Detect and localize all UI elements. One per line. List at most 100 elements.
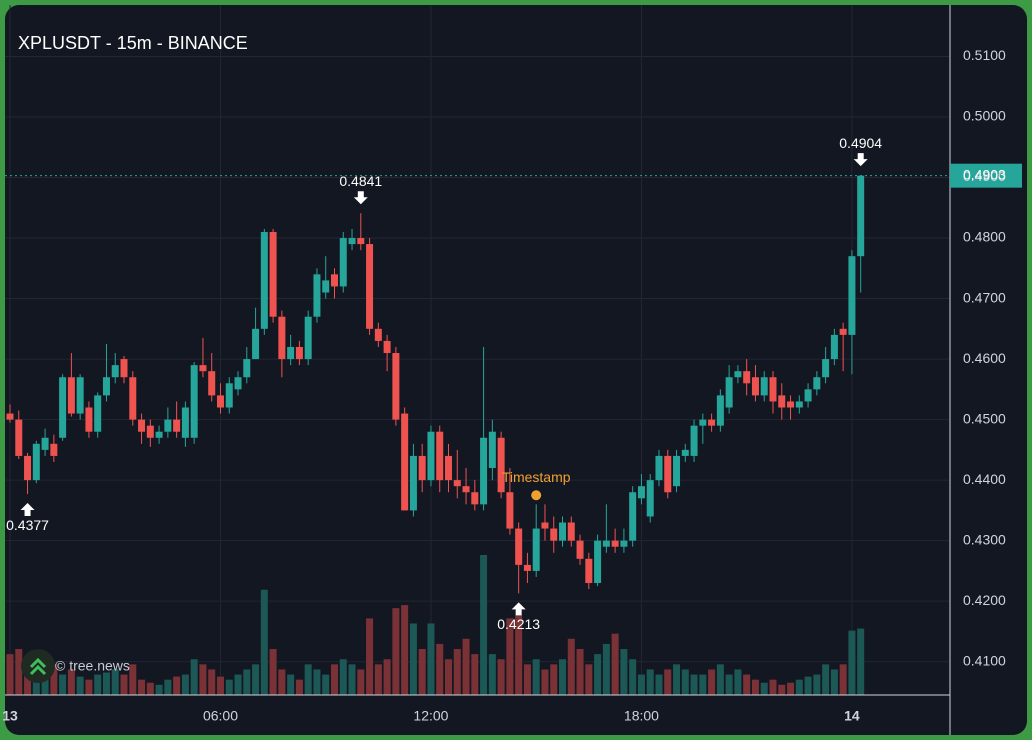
volume-bar <box>6 654 14 695</box>
volume-bar <box>813 674 821 695</box>
candle-body <box>611 540 619 547</box>
candle-body <box>532 528 540 571</box>
candle-body <box>822 359 830 378</box>
candle-body <box>760 377 768 396</box>
volume-bar <box>102 672 110 695</box>
last-price-label: 0.4903 <box>963 166 1006 182</box>
candle-body <box>681 449 689 456</box>
volume-bar <box>41 672 49 695</box>
y-tick-label: 0.4400 <box>963 471 1006 487</box>
candle-body <box>445 455 452 481</box>
candle-body <box>313 274 321 317</box>
candle-body <box>453 480 461 487</box>
volume-bar <box>681 669 689 695</box>
volume-bar <box>24 669 32 695</box>
candle-body <box>155 431 163 438</box>
marker-arrow <box>20 503 35 517</box>
volume-bar <box>278 669 286 695</box>
candle-body <box>366 244 374 329</box>
volume-bar <box>181 674 189 695</box>
candle-body <box>102 377 110 396</box>
candle-body <box>374 328 382 341</box>
volume-bar <box>795 679 803 695</box>
marker-label: 0.4213 <box>497 616 540 632</box>
volume-bar <box>690 674 698 695</box>
volume-bar <box>585 664 593 695</box>
y-tick-label: 0.4600 <box>963 350 1006 366</box>
volume-bar <box>366 618 374 695</box>
marker-label: 0.4377 <box>6 517 49 533</box>
y-tick-label: 0.4700 <box>963 289 1006 305</box>
candle-body <box>330 274 338 287</box>
volume-bar <box>488 654 496 695</box>
candle-body <box>708 419 716 426</box>
chart-title: XPLUSDT - 15m - BINANCE <box>18 33 248 53</box>
candle-body <box>322 280 330 293</box>
volume-bar <box>655 674 663 695</box>
volume-bar <box>848 630 856 695</box>
volume-bar <box>243 669 251 695</box>
candle-body <box>725 377 733 408</box>
volume-bar <box>287 674 295 695</box>
x-tick-label: 18:00 <box>624 708 659 724</box>
candle-body <box>436 431 444 481</box>
volume-bar <box>357 669 365 695</box>
candle-body <box>6 413 14 420</box>
volume-bar <box>708 669 716 695</box>
volume-bar <box>392 608 400 695</box>
y-tick-label: 0.4100 <box>963 652 1006 668</box>
candle-body <box>199 365 207 372</box>
candle-body <box>655 455 663 481</box>
volume-bar <box>830 669 838 695</box>
candle-body <box>550 528 558 541</box>
candle-body <box>804 389 812 402</box>
volume-bar <box>497 659 505 695</box>
candle-body <box>795 401 803 408</box>
candle-body <box>15 419 23 456</box>
volume-bar <box>85 679 93 695</box>
x-tick-label: 14 <box>844 708 860 724</box>
candle-body <box>348 238 356 245</box>
overlay-layer <box>5 153 1022 616</box>
y-tick-label: 0.4200 <box>963 592 1006 608</box>
volume-bar <box>523 664 531 695</box>
candle-body <box>567 522 575 541</box>
volume-bar <box>787 682 795 695</box>
volume-bar <box>418 649 426 695</box>
candle-body <box>541 522 549 529</box>
volume-bar <box>839 664 847 695</box>
candle-body <box>594 540 602 584</box>
candle-body <box>59 377 67 438</box>
candle-body <box>830 334 838 360</box>
volume-bar <box>67 669 75 695</box>
candle-body <box>787 401 795 408</box>
y-tick-label: 0.4800 <box>963 229 1006 245</box>
volume-bar <box>725 674 733 695</box>
volume-bar <box>295 679 303 695</box>
volume-bar <box>716 664 724 695</box>
candle-body <box>138 419 146 432</box>
candle-body <box>664 455 672 493</box>
candle-body <box>50 443 58 456</box>
candle-body <box>120 359 128 378</box>
y-tick-label: 0.4300 <box>963 531 1006 547</box>
volume-bar <box>769 679 777 695</box>
volume-bar <box>550 664 558 695</box>
candle-body <box>67 377 75 414</box>
candle-body <box>111 365 119 378</box>
volume-bar <box>743 674 751 695</box>
candle-body <box>269 231 277 317</box>
candle-body <box>585 558 593 584</box>
volume-bar <box>94 674 102 695</box>
watermark: © tree.news <box>55 658 130 674</box>
candle-body <box>173 419 181 432</box>
volume-bar <box>602 643 610 695</box>
volume-bar <box>857 628 865 695</box>
panel <box>5 5 1027 735</box>
volume-bar <box>348 664 356 695</box>
candle-body <box>383 340 391 354</box>
volume-bar <box>611 633 619 695</box>
x-tick-label: 06:00 <box>203 708 238 724</box>
